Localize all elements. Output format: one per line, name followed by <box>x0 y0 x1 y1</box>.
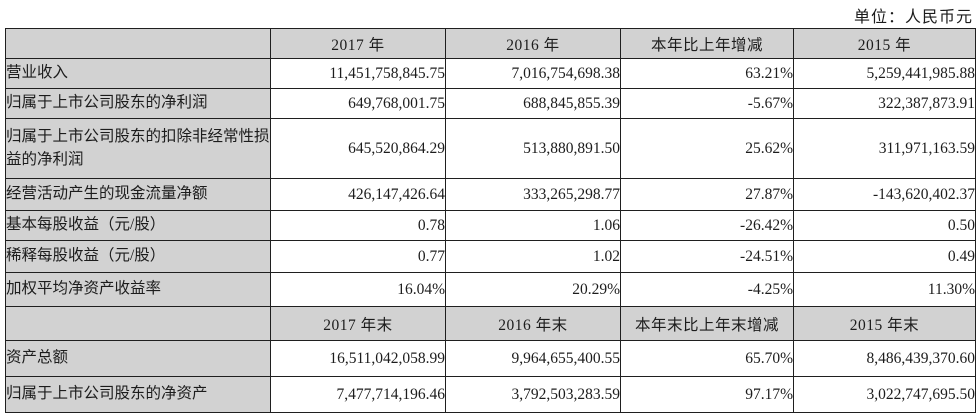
cell-value: 322,387,873.91 <box>793 88 976 119</box>
cell-value: 0.49 <box>793 240 976 273</box>
row-label: 归属于上市公司股东的净利润 <box>5 88 271 119</box>
row-label: 加权平均净资产收益率 <box>5 272 271 307</box>
table-row-net-assets: 归属于上市公司股东的净资产 7,477,714,196.46 3,792,503… <box>5 376 976 413</box>
row-label: 经营活动产生的现金流量净额 <box>5 178 271 211</box>
cell-value: -5.67% <box>620 88 794 119</box>
table-row-net-profit-excl-nonrecurring: 归属于上市公司股东的扣除非经常性损益的净利润 645,520,864.29 51… <box>5 118 976 179</box>
table-row-total-assets: 资产总额 16,511,042,058.99 9,964,655,400.55 … <box>5 340 976 377</box>
cell-value: 63.21% <box>620 58 794 89</box>
cell-value: 1.02 <box>445 240 621 273</box>
cell-value: 426,147,426.64 <box>270 178 446 211</box>
cell-value: 25.62% <box>620 118 794 179</box>
cell-value: 0.77 <box>270 240 446 273</box>
column-header-2016-end: 2016 年末 <box>445 306 621 341</box>
cell-value: -4.25% <box>620 272 794 307</box>
header-empty-cell <box>5 28 271 59</box>
cell-value: 645,520,864.29 <box>270 118 446 179</box>
cell-value: -143,620,402.37 <box>793 178 976 211</box>
row-label: 归属于上市公司股东的扣除非经常性损益的净利润 <box>5 118 271 179</box>
cell-value: 97.17% <box>620 376 794 413</box>
cell-value: 7,016,754,698.38 <box>445 58 621 89</box>
key-accounting-data-table: 2017 年 2016 年 本年比上年增减 2015 年 营业收入 11,451… <box>5 28 976 413</box>
cell-value: 5,259,441,985.88 <box>793 58 976 89</box>
cell-value: 16,511,042,058.99 <box>270 340 446 377</box>
cell-value: 3,792,503,283.59 <box>445 376 621 413</box>
cell-value: 688,845,855.39 <box>445 88 621 119</box>
cell-value: 311,971,163.59 <box>793 118 976 179</box>
table-row-basic-eps: 基本每股收益（元/股） 0.78 1.06 -26.42% 0.50 <box>5 210 976 241</box>
row-label: 资产总额 <box>5 340 271 377</box>
column-header-2017-end: 2017 年末 <box>270 306 446 341</box>
cell-value: 11,451,758,845.75 <box>270 58 446 89</box>
cell-value: 9,964,655,400.55 <box>445 340 621 377</box>
column-header-year-end-change: 本年末比上年末增减 <box>620 306 794 341</box>
header-row-annual: 2017 年 2016 年 本年比上年增减 2015 年 <box>5 28 976 59</box>
cell-value: 65.70% <box>620 340 794 377</box>
cell-value: 27.87% <box>620 178 794 211</box>
row-label: 稀释每股收益（元/股） <box>5 240 271 273</box>
cell-value: 649,768,001.75 <box>270 88 446 119</box>
table-row-weighted-avg-roe: 加权平均净资产收益率 16.04% 20.29% -4.25% 11.30% <box>5 272 976 307</box>
column-header-2015-end: 2015 年末 <box>793 306 976 341</box>
cell-value: 333,265,298.77 <box>445 178 621 211</box>
cell-value: 0.78 <box>270 210 446 241</box>
column-header-2017: 2017 年 <box>270 28 446 59</box>
header-empty-cell <box>5 306 271 341</box>
cell-value: -24.51% <box>620 240 794 273</box>
column-header-2015: 2015 年 <box>793 28 976 59</box>
row-label: 归属于上市公司股东的净资产 <box>5 376 271 413</box>
header-row-year-end: 2017 年末 2016 年末 本年末比上年末增减 2015 年末 <box>5 306 976 341</box>
cell-value: 16.04% <box>270 272 446 307</box>
unit-label: 单位：人民币元 <box>853 9 973 26</box>
cell-value: 8,486,439,370.60 <box>793 340 976 377</box>
table-row-operating-revenue: 营业收入 11,451,758,845.75 7,016,754,698.38 … <box>5 58 976 89</box>
cell-value: 3,022,747,695.50 <box>793 376 976 413</box>
cell-value: 20.29% <box>445 272 621 307</box>
column-header-yoy-change: 本年比上年增减 <box>620 28 794 59</box>
row-label: 基本每股收益（元/股） <box>5 210 271 241</box>
cell-value: 7,477,714,196.46 <box>270 376 446 413</box>
cell-value: 0.50 <box>793 210 976 241</box>
cell-value: -26.42% <box>620 210 794 241</box>
table-row-operating-cash-flow: 经营活动产生的现金流量净额 426,147,426.64 333,265,298… <box>5 178 976 211</box>
cell-value: 513,880,891.50 <box>445 118 621 179</box>
row-label: 营业收入 <box>5 58 271 89</box>
cell-value: 1.06 <box>445 210 621 241</box>
table-row-net-profit: 归属于上市公司股东的净利润 649,768,001.75 688,845,855… <box>5 88 976 119</box>
column-header-2016: 2016 年 <box>445 28 621 59</box>
cell-value: 11.30% <box>793 272 976 307</box>
table-row-diluted-eps: 稀释每股收益（元/股） 0.77 1.02 -24.51% 0.49 <box>5 240 976 273</box>
